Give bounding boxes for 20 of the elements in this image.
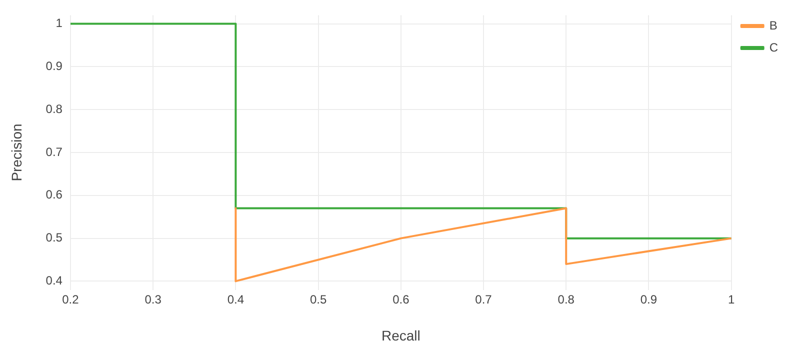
x-tick-label: 0.6 — [392, 292, 410, 306]
x-tick-label: 0.9 — [640, 292, 658, 306]
x-tick-label: 0.4 — [227, 292, 244, 306]
y-tick-label: 0.4 — [46, 274, 63, 288]
x-axis-title: Recall — [381, 327, 420, 344]
x-tick-label: 1 — [728, 292, 735, 306]
x-tick-label: 0.5 — [310, 292, 327, 306]
y-axis-title: Precision — [8, 124, 24, 182]
x-tick-label: 0.3 — [144, 292, 162, 306]
y-tick-label: 0.5 — [46, 230, 63, 245]
x-tick-label: 0.7 — [475, 292, 492, 306]
y-tick-label: 0.6 — [46, 188, 63, 202]
y-tick-label: 1 — [56, 16, 63, 30]
legend-label: B — [769, 18, 778, 32]
y-tick-label: 0.7 — [46, 144, 63, 159]
y-tick-label: 0.8 — [46, 102, 63, 116]
legend-label: C — [769, 40, 778, 54]
x-tick-label: 0.2 — [62, 292, 80, 306]
y-tick-label: 0.9 — [46, 59, 63, 73]
x-tick-label: 0.8 — [558, 292, 575, 306]
